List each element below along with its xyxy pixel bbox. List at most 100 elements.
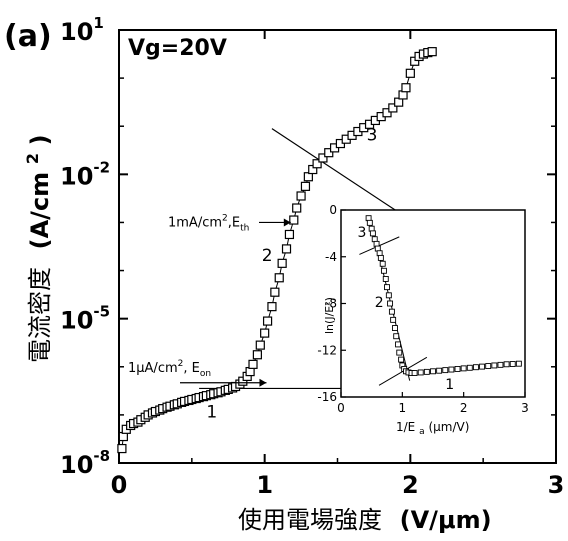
main-data-point [255,340,265,350]
main-fit-line [271,128,397,211]
inset-y-tick-label: -4 [325,250,337,264]
inset-data-point [497,361,504,368]
inset-region-label: 3 [358,225,367,241]
x-axis-label-unit: (V/μm) [400,506,492,534]
inset-x-axis-label-sub: a [419,427,425,437]
inset-tick-labels: 0 1 2 30-4-8-12-16 [317,203,528,415]
inset-data-point [442,367,449,374]
main-annotation: 1μA/cm2, Eon [128,359,211,379]
main-data-point [382,108,392,118]
main-data-point [252,350,262,360]
inset-data-point [448,366,455,373]
inset-data-point [396,349,403,356]
main-data-point [248,359,258,369]
main-region-labels: 1 2 3 [206,126,377,423]
main-data-point [284,229,295,240]
inset-data-point [392,325,398,331]
main-data-point [270,287,280,297]
main-data-point [324,148,334,158]
main-y-tick-label: 10-5 [60,303,110,335]
main-data-point [401,83,411,93]
inset-data-point [466,364,473,371]
inset-data-point [436,367,443,374]
inset-x-axis-label: 1/E a (μm/V) [396,420,469,437]
main-region-label: 2 [262,246,273,266]
main-region-label: 3 [367,126,378,146]
inset-data-point [509,361,516,367]
main-y-tick-label: 10-2 [60,158,110,190]
main-data-points [117,47,437,454]
main-data-point [318,153,328,163]
main-data-point [289,215,299,225]
inset-data-point [423,368,430,375]
inset-region-label: 2 [375,295,384,311]
main-data-point [388,103,398,113]
inset-data-points [365,215,522,376]
main-data-point [427,47,437,57]
inset-data-point [387,300,394,307]
inset-y-tick-label: 0 [329,203,337,217]
main-axis-ticks [118,29,557,464]
y-axis-label: 電流密度 (A/cm 2 ) [16,134,54,363]
main-data-point [405,68,415,78]
main-data-point [262,316,273,326]
y-axis-label-unit: (A/cm [26,172,54,250]
panel-label: (a) [4,19,52,54]
main-data-point [277,258,287,268]
inset-data-point [388,308,395,315]
main-data-point [274,273,284,283]
inset-data-point [460,365,467,372]
main-data-point [260,328,270,338]
main-x-tick-label: 1 [256,471,273,499]
inset-y-tick-label: -12 [317,343,337,357]
main-annotation-arrowhead [259,378,267,387]
main-y-tick-label: 101 [60,14,104,46]
inset-data-point [430,368,436,375]
inset-data-point [385,292,392,299]
main-data-point [296,191,306,201]
inset-data-point [366,219,373,226]
inset-data-point [384,284,390,291]
inset-data-point [454,366,461,372]
inset-data-point [393,333,400,340]
inset-data-point [491,362,498,369]
inset-region-label: 1 [445,377,454,393]
inset-data-point [369,230,376,237]
inset-data-point [503,361,510,368]
inset-data-point [390,316,397,323]
inset-data-point [411,370,418,376]
inset-x-tick-label: 2 [460,401,468,415]
main-data-point [281,244,292,254]
inset-region-labels: 3 2 1 [358,225,455,393]
inset-data-point [380,267,387,274]
inset-data-point [479,363,486,370]
main-data-point [312,159,322,169]
inset-x-tick-label: 3 [521,401,529,415]
inset-data-point [377,254,384,261]
main-data-point [300,181,311,191]
inset-y-axis-label: ln(J/E²) [323,297,336,334]
main-x-tick-label: 2 [402,471,419,499]
inset-data-point [382,276,389,282]
x-axis-label-text: 使用電場強度 [238,506,382,534]
main-data-point [267,302,277,312]
inset-x-axis-label-pre: 1/E [396,420,415,434]
main-annotations: 1mA/cm2,Eth 1μA/cm2, Eon [128,213,291,387]
inset-data-point [485,363,492,369]
main-y-tick-label: 10-8 [60,447,110,479]
inset-axis-ticks [340,209,526,398]
main-x-tick-label: 3 [548,471,565,499]
inset-data-point [379,260,386,267]
main-annotation-arrowhead [283,218,291,227]
inset-y-tick-label: -16 [317,390,337,404]
inset-x-tick-label: 0 [337,401,345,415]
main-x-tick-label: 0 [111,471,128,499]
main-region-label: 1 [206,402,217,422]
inset-data-point [515,360,522,367]
x-axis-label: 使用電場強度 (V/μm) [238,506,492,534]
inset-data-point [398,356,405,363]
y-axis-label-text: 電流密度 [26,267,54,363]
inset-data-point [395,341,401,348]
